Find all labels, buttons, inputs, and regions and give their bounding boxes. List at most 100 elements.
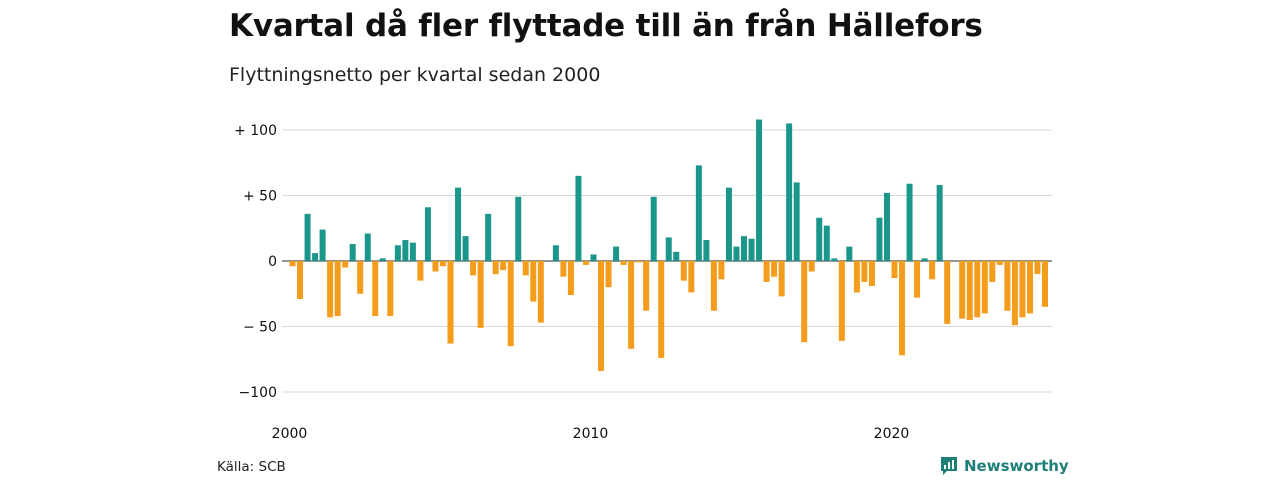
bar xyxy=(876,217,883,261)
chart-title: Kvartal då fler flyttade till än från Hä… xyxy=(229,8,983,44)
bar xyxy=(816,217,823,261)
bar xyxy=(575,175,582,261)
bar xyxy=(710,261,717,311)
bar xyxy=(801,261,808,343)
bar xyxy=(883,192,890,261)
bar xyxy=(891,261,898,279)
y-tick-label: −100 xyxy=(239,385,277,401)
bar xyxy=(552,245,559,261)
bar xyxy=(485,213,492,261)
grid-lines xyxy=(282,129,1052,393)
x-tick-label: 2010 xyxy=(573,426,609,442)
source-note: Källa: SCB xyxy=(217,459,286,475)
bar xyxy=(409,242,416,261)
x-axis-labels: 2000 2010 2020 xyxy=(272,426,910,442)
bar xyxy=(477,261,484,328)
bar xyxy=(861,261,868,282)
bar xyxy=(500,261,507,271)
bar xyxy=(349,243,356,261)
bar xyxy=(989,261,996,282)
bar xyxy=(733,246,740,261)
brand-name: Newsworthy xyxy=(964,457,1069,475)
bar xyxy=(582,261,589,265)
bar xyxy=(537,261,544,323)
bar xyxy=(786,123,793,261)
x-tick-label: 2000 xyxy=(272,426,308,442)
bar xyxy=(635,261,642,263)
bar xyxy=(530,261,537,302)
bar xyxy=(665,237,672,261)
bar xyxy=(831,258,838,261)
x-tick-label: 2020 xyxy=(874,426,910,442)
bar xyxy=(756,119,763,262)
bar xyxy=(868,261,875,286)
bar xyxy=(605,261,612,288)
bar xyxy=(394,245,401,261)
bar xyxy=(718,261,725,280)
bar xyxy=(936,185,943,261)
bar xyxy=(357,261,364,294)
brand-logo: Newsworthy xyxy=(940,456,1069,476)
bar xyxy=(613,246,620,261)
newsworthy-logo-icon xyxy=(941,457,957,475)
bar xyxy=(725,187,732,261)
bar xyxy=(598,261,605,372)
bar xyxy=(470,261,477,276)
bar xyxy=(771,261,778,277)
bar xyxy=(673,251,680,261)
bar xyxy=(417,261,424,281)
bar xyxy=(658,261,665,358)
bar xyxy=(387,261,394,317)
bar xyxy=(643,261,650,311)
bar xyxy=(590,254,597,261)
bar xyxy=(974,261,981,318)
bar xyxy=(1034,261,1041,275)
bar xyxy=(319,229,326,261)
bars xyxy=(289,119,1048,372)
bar xyxy=(620,261,627,265)
bar xyxy=(929,261,936,280)
bar xyxy=(914,261,921,298)
bar xyxy=(440,261,446,267)
bar xyxy=(379,258,386,261)
bar xyxy=(522,261,529,276)
bar xyxy=(372,261,379,317)
bar xyxy=(741,236,747,261)
y-tick-label: − 50 xyxy=(243,320,277,336)
bar xyxy=(492,261,499,275)
bar xyxy=(838,261,845,341)
bar xyxy=(853,261,860,293)
bar xyxy=(778,261,785,297)
bar xyxy=(560,261,567,277)
chart-subtitle: Flyttningsnetto per kvartal sedan 2000 xyxy=(229,64,601,86)
y-axis-labels: + 100 + 50 0 − 50 −100 xyxy=(234,123,277,401)
bar xyxy=(455,187,462,261)
bar xyxy=(628,261,635,349)
bar xyxy=(424,207,431,261)
bar xyxy=(297,261,304,299)
bar xyxy=(432,261,439,272)
bar xyxy=(748,238,755,261)
bar xyxy=(650,196,657,261)
bar xyxy=(507,261,514,347)
bar xyxy=(808,261,815,272)
bar xyxy=(515,196,522,261)
bar xyxy=(1042,261,1048,307)
bar xyxy=(462,236,469,261)
bar xyxy=(899,261,906,356)
bar xyxy=(1019,261,1026,318)
bar xyxy=(944,261,951,324)
bar xyxy=(981,261,988,314)
bar xyxy=(342,261,349,268)
bar xyxy=(688,261,695,293)
bar xyxy=(334,261,341,317)
bar xyxy=(763,261,770,282)
bar xyxy=(1011,261,1018,326)
bar xyxy=(695,165,702,261)
bar xyxy=(996,261,1003,265)
bar xyxy=(703,240,710,261)
bar xyxy=(1004,261,1011,311)
bar xyxy=(966,261,973,320)
bar xyxy=(447,261,454,344)
